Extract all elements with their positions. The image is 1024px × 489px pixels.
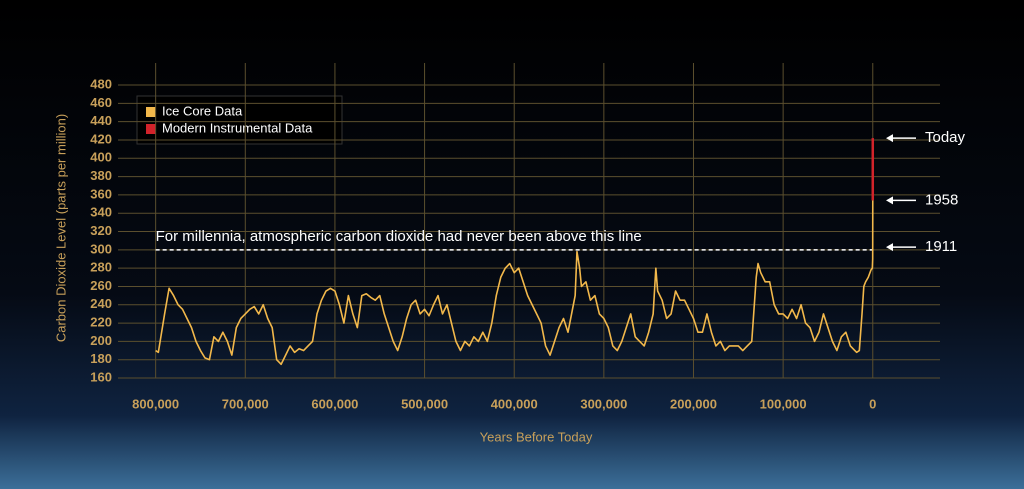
y-tick-label: 320	[90, 223, 112, 238]
y-tick-label: 380	[90, 168, 112, 183]
y-tick-label: 340	[90, 205, 112, 220]
y-tick-label: 420	[90, 131, 112, 146]
legend-swatch	[146, 107, 156, 117]
y-tick-label: 360	[90, 186, 112, 201]
x-tick-label: 100,000	[760, 396, 807, 411]
legend-label: Ice Core Data	[162, 103, 243, 118]
y-tick-label: 480	[90, 76, 112, 91]
annotation-label: 1911	[925, 238, 957, 255]
data-line	[155, 200, 874, 366]
y-tick-label: 200	[90, 333, 112, 348]
x-tick-label: 600,000	[311, 396, 358, 411]
legend-label: Modern Instrumental Data	[162, 120, 313, 135]
y-tick-label: 460	[90, 95, 112, 110]
legend-swatch	[146, 124, 156, 134]
x-tick-label: 700,000	[222, 396, 269, 411]
annotation-label: 1958	[925, 191, 958, 208]
x-tick-label: 800,000	[132, 396, 179, 411]
threshold-label: For millennia, atmospheric carbon dioxid…	[156, 228, 642, 245]
y-axis-title: Carbon Dioxide Level (parts per million)	[53, 114, 68, 342]
x-tick-label: 400,000	[491, 396, 538, 411]
y-tick-label: 280	[90, 260, 112, 275]
x-tick-label: 0	[869, 396, 876, 411]
y-tick-label: 160	[90, 369, 112, 384]
arrow-head	[886, 134, 893, 143]
arrow-head	[886, 243, 893, 252]
annotation-label: Today	[925, 129, 966, 146]
y-tick-label: 180	[90, 351, 112, 366]
x-tick-label: 300,000	[580, 396, 627, 411]
arrow-head	[886, 196, 893, 205]
y-tick-label: 440	[90, 113, 112, 128]
y-tick-label: 240	[90, 296, 112, 311]
x-axis-title: Years Before Today	[480, 429, 593, 444]
legend-box	[136, 95, 343, 145]
y-tick-label: 260	[90, 278, 112, 293]
y-tick-label: 220	[90, 315, 112, 330]
x-tick-label: 200,000	[670, 396, 717, 411]
y-tick-label: 400	[90, 150, 112, 165]
legend: Ice Core Data Modern Instrumental Data	[136, 95, 343, 145]
x-tick-label: 500,000	[401, 396, 448, 411]
y-tick-label: 300	[90, 241, 112, 256]
